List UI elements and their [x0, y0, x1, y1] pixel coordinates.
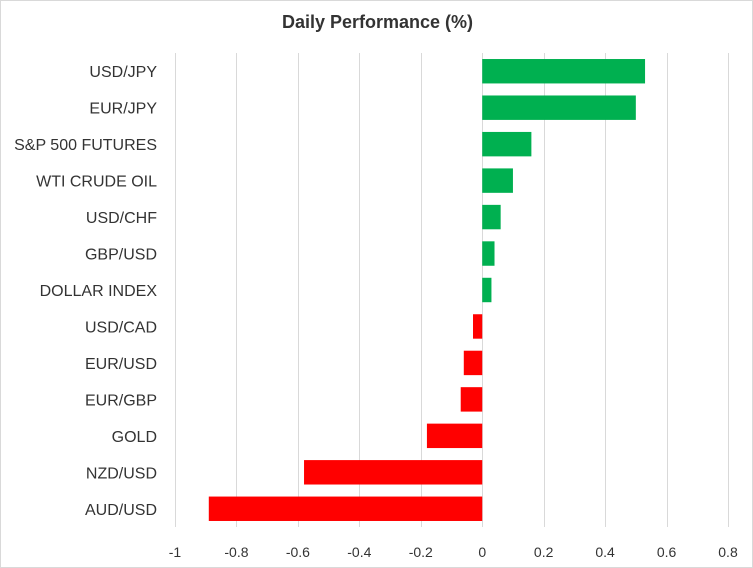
bar: [482, 241, 495, 266]
bar: [463, 350, 483, 376]
bar: [482, 95, 636, 120]
category-label: EUR/JPY: [89, 101, 157, 118]
gridlines: [175, 53, 729, 527]
category-label: USD/CAD: [85, 319, 157, 336]
x-tick-label: 0.2: [534, 544, 554, 560]
chart-title: Daily Performance (%): [281, 12, 474, 32]
x-tick-label: -1: [169, 544, 182, 560]
bar: [460, 387, 483, 412]
category-label: GOLD: [112, 429, 157, 446]
category-label: USD/JPY: [89, 64, 157, 81]
x-tick-label: 0.4: [595, 544, 615, 560]
category-label: WTI CRUDE OIL: [36, 174, 157, 191]
bar: [208, 496, 483, 521]
category-label: GBP/USD: [85, 247, 157, 264]
bar: [482, 131, 532, 157]
category-label: NZD/USD: [86, 465, 157, 482]
category-label: AUD/USD: [85, 502, 157, 519]
bar: [482, 277, 492, 303]
bar: [304, 460, 483, 485]
category-label: EUR/GBP: [85, 392, 157, 409]
x-tick-label: -0.8: [224, 544, 248, 560]
x-tick-label: -0.4: [347, 544, 371, 560]
category-label: USD/CHF: [86, 210, 157, 227]
bar: [482, 59, 646, 84]
category-labels: USD/JPY EUR/JPY S&P 500 FUTURES WTI CRUDE O…: [14, 64, 157, 519]
bars: [208, 59, 646, 521]
x-tick-label: 0: [478, 544, 486, 560]
category-label: EUR/USD: [85, 356, 157, 373]
bar: [482, 204, 501, 230]
bar: [426, 423, 483, 449]
x-tick-labels: -1 -0.8 -0.6 -0.4 -0.2 0 0.2 0.4 0.6 0.8: [169, 544, 738, 560]
category-label: DOLLAR INDEX: [40, 283, 158, 300]
bar: [482, 168, 513, 193]
x-tick-label: 0.8: [718, 544, 738, 560]
category-label: S&P 500 FUTURES: [14, 137, 157, 154]
x-tick-label: -0.2: [409, 544, 433, 560]
x-tick-label: -0.6: [286, 544, 310, 560]
x-tick-label: 0.6: [657, 544, 677, 560]
bar: [473, 314, 483, 339]
